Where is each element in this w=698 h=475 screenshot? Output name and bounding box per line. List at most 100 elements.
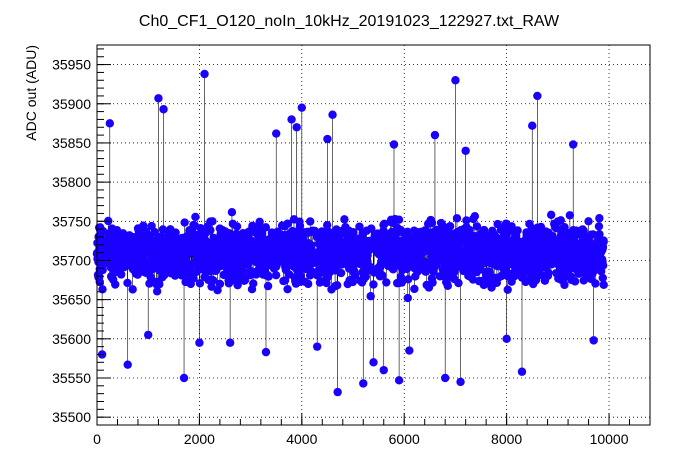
data-point (343, 279, 352, 289)
data-point (579, 276, 588, 285)
data-point (440, 373, 450, 383)
data-point (279, 276, 288, 286)
data-point (395, 250, 405, 259)
data-point (546, 210, 556, 220)
data-point (287, 115, 296, 124)
x-tick-label: 4000 (286, 431, 317, 447)
data-point (389, 140, 399, 149)
data-point (221, 262, 230, 272)
data-point (156, 243, 166, 253)
data-point (521, 234, 531, 244)
data-point (349, 230, 358, 240)
data-point (379, 365, 388, 375)
data-point (527, 257, 537, 266)
data-point (500, 229, 509, 238)
data-point (540, 276, 550, 285)
data-point (517, 265, 526, 274)
data-point (573, 253, 582, 262)
data-point (204, 275, 213, 285)
data-point (507, 222, 516, 231)
y-tick-label: 35800 (52, 174, 91, 190)
data-point (317, 241, 326, 251)
data-point (328, 110, 337, 119)
data-point (228, 219, 238, 229)
data-point (375, 272, 385, 281)
data-point (558, 275, 568, 284)
data-point (579, 226, 588, 235)
data-point (409, 226, 419, 235)
data-point (207, 259, 217, 269)
data-point (261, 347, 271, 357)
data-point (98, 265, 107, 275)
data-point (474, 276, 484, 286)
data-point (591, 279, 600, 288)
data-point (355, 222, 364, 231)
data-point (144, 330, 153, 340)
data-point (462, 222, 471, 232)
data-point (564, 249, 574, 259)
data-point (215, 224, 225, 233)
data-points (92, 69, 608, 397)
data-point (595, 230, 604, 239)
data-point (322, 220, 332, 230)
data-point (315, 229, 324, 238)
data-point (306, 217, 315, 226)
data-point (492, 278, 502, 288)
chart-title: Ch0_CF1_O120_noIn_10kHz_20191023_122927.… (139, 13, 560, 30)
data-point (125, 231, 134, 240)
data-point (405, 346, 414, 355)
data-point (195, 229, 205, 239)
data-point (456, 377, 465, 387)
data-point (197, 264, 206, 274)
data-point (190, 245, 200, 255)
data-point (553, 268, 563, 278)
data-point (429, 262, 438, 272)
data-point (427, 241, 437, 250)
data-point (161, 250, 170, 259)
data-point (274, 249, 283, 258)
y-tick-label: 35700 (52, 252, 91, 268)
data-point (227, 208, 237, 217)
data-point (566, 258, 576, 268)
data-point (482, 248, 492, 257)
data-point (301, 227, 310, 237)
data-point (123, 360, 132, 369)
data-point (394, 376, 404, 385)
data-point (123, 278, 132, 288)
data-point (466, 255, 475, 265)
data-point (476, 265, 485, 274)
data-point (107, 240, 116, 250)
x-tick-label: 0 (93, 431, 101, 447)
data-point (152, 287, 162, 296)
data-point (462, 216, 471, 225)
data-point (444, 249, 453, 258)
data-point (492, 233, 502, 243)
data-point (544, 253, 553, 263)
data-point (303, 260, 312, 269)
data-point (363, 257, 372, 266)
data-point (427, 218, 437, 228)
data-point (358, 228, 367, 238)
data-point (283, 284, 292, 294)
data-point (180, 243, 190, 253)
data-point (233, 248, 242, 257)
y-tick-label: 35950 (52, 57, 91, 73)
data-point (326, 246, 335, 255)
data-point (578, 267, 587, 277)
data-point (396, 272, 406, 281)
data-point (393, 257, 402, 267)
data-point (334, 244, 344, 254)
data-point (417, 246, 427, 256)
data-point (152, 236, 161, 245)
data-point (253, 226, 263, 235)
data-point (135, 258, 144, 267)
data-point (155, 280, 164, 289)
data-point (376, 260, 385, 269)
data-point (144, 258, 154, 267)
data-point (524, 275, 533, 285)
data-point (556, 216, 565, 225)
data-point (170, 271, 180, 280)
data-point (276, 257, 286, 266)
data-point (597, 255, 607, 264)
data-point (281, 265, 291, 275)
